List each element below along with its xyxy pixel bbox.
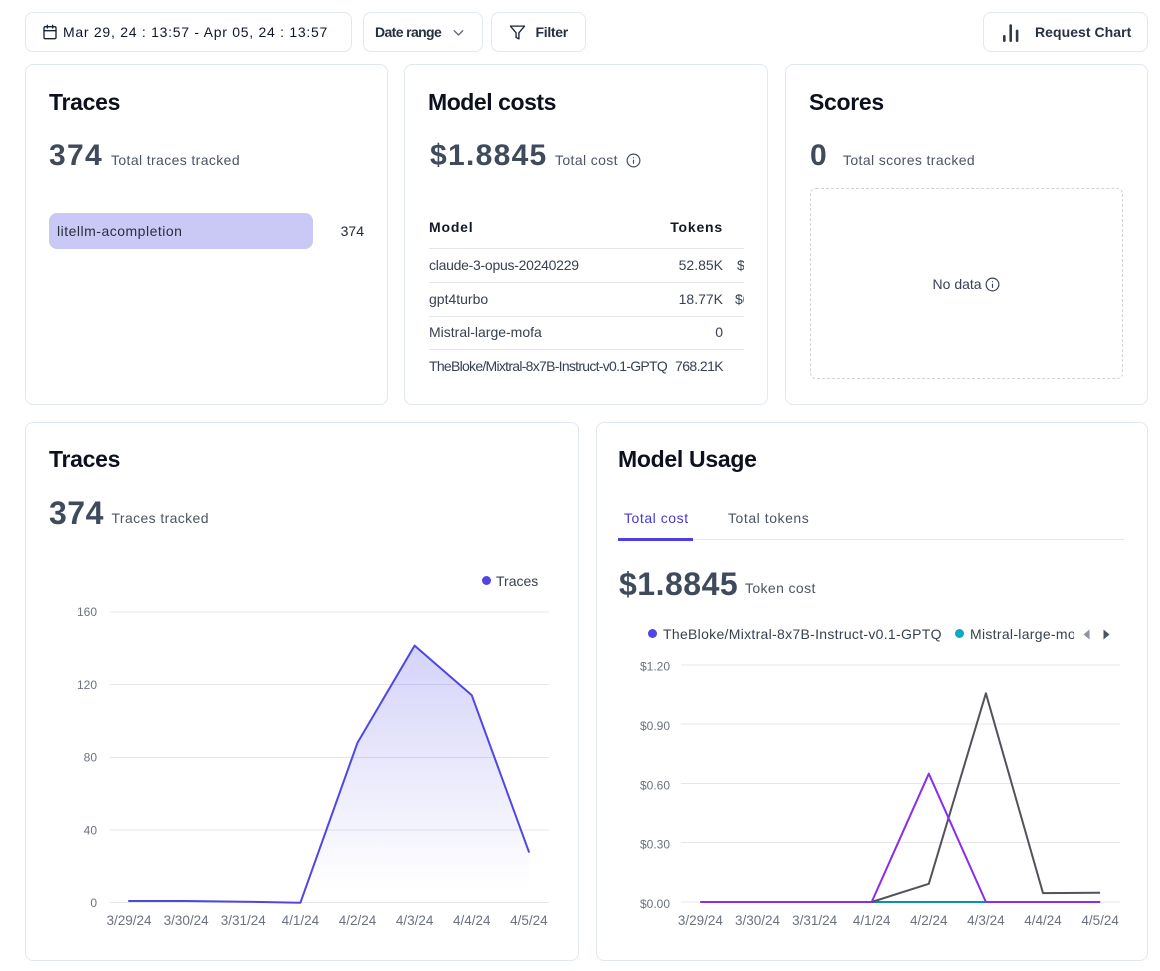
svg-text:4/4/24: 4/4/24 (453, 913, 491, 928)
svg-text:80: 80 (84, 751, 98, 765)
svg-text:4/5/24: 4/5/24 (1081, 913, 1119, 928)
svg-text:120: 120 (77, 678, 97, 692)
svg-text:4/2/24: 4/2/24 (910, 913, 948, 928)
svg-text:3/29/24: 3/29/24 (106, 913, 152, 928)
svg-text:$1.20: $1.20 (640, 660, 670, 674)
svg-text:4/4/24: 4/4/24 (1024, 913, 1062, 928)
svg-text:3/30/24: 3/30/24 (164, 913, 210, 928)
svg-text:4/1/24: 4/1/24 (282, 913, 320, 928)
svg-text:$0.90: $0.90 (640, 719, 670, 733)
svg-text:4/5/24: 4/5/24 (510, 913, 548, 928)
svg-text:$0.30: $0.30 (640, 838, 670, 852)
svg-text:4/3/24: 4/3/24 (967, 913, 1005, 928)
svg-text:3/31/24: 3/31/24 (221, 913, 267, 928)
svg-text:40: 40 (84, 823, 98, 837)
svg-text:4/1/24: 4/1/24 (853, 913, 891, 928)
svg-text:3/29/24: 3/29/24 (678, 913, 724, 928)
svg-text:3/30/24: 3/30/24 (735, 913, 781, 928)
svg-text:4/3/24: 4/3/24 (396, 913, 434, 928)
svg-text:160: 160 (77, 605, 97, 619)
svg-text:4/2/24: 4/2/24 (339, 913, 377, 928)
svg-text:3/31/24: 3/31/24 (792, 913, 838, 928)
svg-text:$0.00: $0.00 (640, 897, 670, 911)
svg-text:0: 0 (90, 896, 97, 910)
svg-text:$0.60: $0.60 (640, 778, 670, 792)
